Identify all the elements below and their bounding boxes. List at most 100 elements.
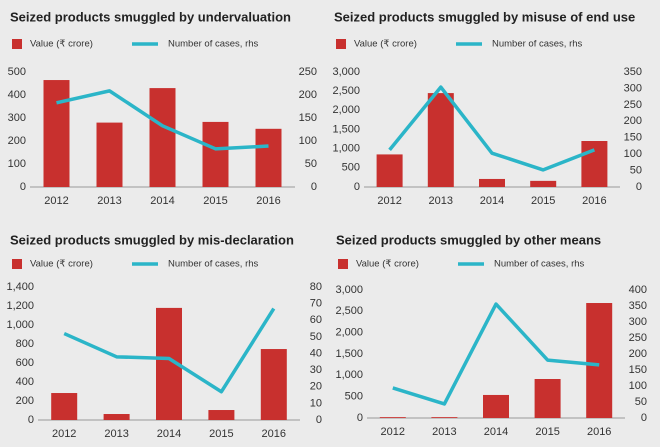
bar — [202, 121, 229, 187]
y-tick-label: 0 — [357, 412, 363, 424]
x-tick-label: 2012 — [381, 426, 405, 438]
y-tick-label: 200 — [16, 395, 34, 407]
y-tick-label: 100 — [8, 158, 26, 170]
legend-swatch — [336, 39, 346, 49]
y-tick-label: 0 — [20, 181, 26, 193]
x-tick-label: 2015 — [535, 426, 559, 438]
y2-tick-label: 250 — [624, 99, 642, 111]
y2-tick-label: 60 — [310, 314, 322, 326]
y2-tick-label: 200 — [629, 348, 647, 360]
bar — [255, 128, 282, 187]
y-tick-label: 1,000 — [335, 369, 363, 381]
legend-label: Number of cases, rhs — [168, 259, 259, 270]
y2-tick-label: 50 — [305, 158, 317, 170]
x-tick-label: 2016 — [256, 195, 280, 207]
bar — [260, 349, 287, 420]
y-tick-label: 1,200 — [6, 300, 34, 312]
x-tick-label: 2014 — [480, 195, 504, 207]
legend-label: Value (₹ crore) — [356, 259, 419, 270]
legend-label: Value (₹ crore) — [354, 39, 417, 50]
legend-swatch — [12, 39, 22, 49]
bar — [586, 303, 613, 418]
y2-tick-label: 300 — [624, 82, 642, 94]
y2-tick-label: 200 — [299, 89, 317, 101]
y-tick-label: 200 — [8, 135, 26, 147]
y2-tick-label: 0 — [636, 181, 642, 193]
chart-title: Seized products smuggled by misuse of en… — [334, 9, 635, 24]
y2-tick-label: 50 — [630, 164, 642, 176]
y-tick-label: 1,500 — [332, 123, 360, 135]
y2-tick-label: 50 — [310, 331, 322, 343]
x-tick-label: 2015 — [531, 195, 555, 207]
y-tick-label: 1,000 — [6, 319, 34, 331]
y-tick-label: 2,500 — [335, 305, 363, 317]
y2-tick-label: 70 — [310, 298, 322, 310]
y-tick-label: 400 — [16, 376, 34, 388]
y2-tick-label: 400 — [629, 284, 647, 296]
x-tick-label: 2016 — [582, 195, 606, 207]
y-tick-label: 2,500 — [332, 85, 360, 97]
x-tick-label: 2012 — [44, 195, 68, 207]
y-tick-label: 1,000 — [332, 143, 360, 155]
x-tick-label: 2012 — [52, 428, 76, 440]
y-tick-label: 600 — [16, 357, 34, 369]
y-tick-label: 500 — [345, 391, 363, 403]
bar — [581, 141, 608, 187]
bar — [51, 393, 78, 420]
bar — [103, 414, 130, 420]
legend-label: Number of cases, rhs — [492, 39, 583, 50]
legend-label: Number of cases, rhs — [494, 259, 585, 270]
y2-tick-label: 80 — [310, 281, 322, 293]
chart-title: Seized products smuggled by mis-declarat… — [10, 232, 294, 247]
x-tick-label: 2016 — [262, 428, 286, 440]
y-tick-label: 300 — [8, 112, 26, 124]
y2-tick-label: 100 — [624, 148, 642, 160]
x-tick-label: 2013 — [104, 428, 128, 440]
y-tick-label: 0 — [28, 414, 34, 426]
bar — [530, 180, 557, 187]
y-tick-label: 500 — [8, 66, 26, 78]
y2-tick-label: 300 — [629, 316, 647, 328]
y2-tick-label: 200 — [624, 115, 642, 127]
y2-tick-label: 40 — [310, 347, 322, 359]
y2-tick-label: 0 — [311, 181, 317, 193]
x-tick-label: 2013 — [97, 195, 121, 207]
y-tick-label: 1,500 — [335, 348, 363, 360]
legend-label: Value (₹ crore) — [30, 39, 93, 50]
bar — [43, 80, 70, 187]
bar — [208, 410, 235, 420]
y2-tick-label: 20 — [310, 381, 322, 393]
bar — [427, 93, 454, 187]
line — [56, 89, 269, 151]
y-tick-label: 2,000 — [332, 104, 360, 116]
chart-title: Seized products smuggled by undervaluati… — [10, 9, 291, 24]
x-tick-label: 2016 — [587, 426, 611, 438]
y2-tick-label: 150 — [629, 364, 647, 376]
line — [392, 302, 600, 406]
bar — [96, 122, 123, 187]
y2-tick-label: 10 — [310, 397, 322, 409]
x-tick-label: 2013 — [432, 426, 456, 438]
x-tick-label: 2014 — [157, 428, 181, 440]
line — [63, 307, 276, 394]
bar — [149, 88, 176, 187]
bar — [483, 394, 509, 418]
y2-tick-label: 350 — [629, 300, 647, 312]
y-tick-label: 800 — [16, 338, 34, 350]
y2-tick-label: 50 — [635, 396, 647, 408]
y-tick-label: 500 — [342, 162, 360, 174]
y2-tick-label: 30 — [310, 364, 322, 376]
x-tick-label: 2013 — [429, 195, 453, 207]
y2-tick-label: 0 — [641, 412, 647, 424]
bar — [431, 417, 458, 418]
bar — [479, 178, 505, 187]
legend-swatch — [338, 259, 348, 269]
x-tick-label: 2014 — [484, 426, 508, 438]
y2-tick-label: 150 — [624, 132, 642, 144]
x-tick-label: 2012 — [377, 195, 401, 207]
y-tick-label: 3,000 — [332, 66, 360, 78]
y-tick-label: 3,000 — [335, 284, 363, 296]
legend-label: Value (₹ crore) — [30, 259, 93, 270]
y2-tick-label: 150 — [299, 112, 317, 124]
